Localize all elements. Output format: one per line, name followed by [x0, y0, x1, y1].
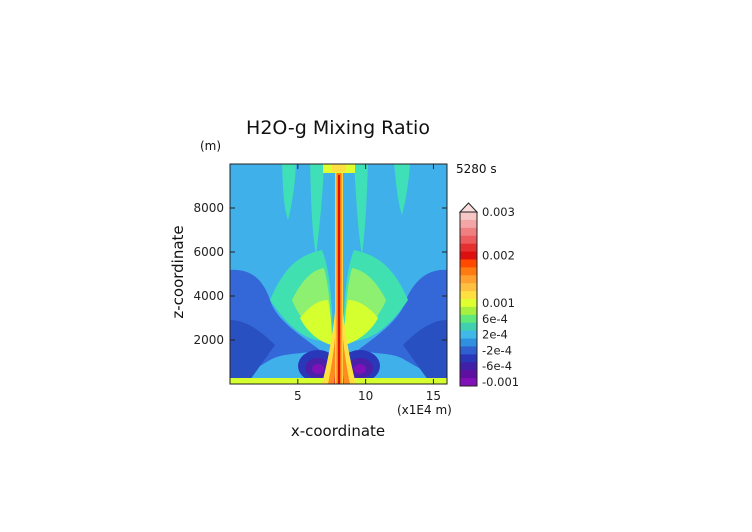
colorbar-segment [460, 338, 477, 347]
colorbar-segment [460, 306, 477, 316]
upper-column-mid-right [354, 164, 368, 255]
colorbar-label: 2e-4 [482, 328, 508, 342]
colorbar-segment [460, 243, 477, 252]
x-tick-label: 5 [294, 389, 302, 403]
heatmap-plot-area [230, 164, 447, 384]
x-tick-label: 10 [358, 389, 373, 403]
colorbar-segment [460, 212, 477, 221]
colorbar-segment [460, 219, 477, 229]
colorbar-segment [460, 362, 477, 371]
x-axis-ticks: 5 10 15 [294, 164, 441, 403]
plot-frame [229, 163, 448, 385]
colorbar-segment [460, 227, 477, 237]
colorbar-segment [460, 314, 477, 324]
colorbar-segment [460, 299, 477, 308]
right-negative-inner [403, 320, 447, 384]
upper-column-mid-left [310, 164, 324, 255]
colorbar-segment [460, 378, 477, 387]
upper-column-left [282, 164, 296, 220]
colorbar-label: -6e-4 [482, 359, 512, 373]
y-tick-label: 4000 [193, 289, 224, 303]
chart-title: H2O-g Mixing Ratio [246, 117, 430, 139]
colorbar-segment [460, 251, 477, 260]
right-wing-yellow [344, 300, 378, 345]
y-tick-label: 6000 [193, 245, 224, 259]
colorbar-segment [460, 354, 477, 363]
colorbar-segment [460, 322, 477, 332]
colorbar-segment [460, 283, 477, 292]
colorbar-label: -0.001 [482, 375, 519, 389]
time-label: 5280 s [456, 162, 497, 176]
upper-column-right [394, 164, 410, 215]
colorbar-segment [460, 267, 477, 276]
colorbar-segment [460, 291, 477, 300]
colorbar: 0.003 0.002 0.001 6e-4 2e-4-2e-4 -6e-4 -0.001 [458, 202, 519, 389]
colorbar-segment [460, 346, 477, 355]
colorbar-label: -2e-4 [482, 343, 512, 357]
x-axis-title: x-coordinate [291, 422, 385, 440]
right-minimum-core [354, 364, 366, 374]
colorbar-label: 0.002 [482, 249, 515, 263]
plume-core [338, 175, 340, 384]
y-tick-label: 8000 [193, 201, 224, 215]
colorbar-segment [460, 275, 477, 284]
left-negative-inner [230, 320, 275, 384]
colorbar-frame [459, 211, 478, 387]
x-tick-label: 15 [426, 389, 441, 403]
colorbar-segment [460, 259, 477, 268]
colorbar-overflow-triangle [458, 202, 479, 213]
y-axis-title: z-coordinate [169, 225, 187, 318]
colorbar-segment [460, 235, 477, 245]
colorbar-segment [460, 330, 477, 339]
y-axis-ticks: 2000 4000 6000 8000 [193, 201, 447, 347]
left-wing-yellow [300, 300, 332, 345]
left-minimum-core [312, 364, 324, 374]
colorbar-label: 0.001 [482, 296, 515, 310]
colorbar-segment [460, 370, 477, 379]
y-tick-label: 2000 [193, 333, 224, 347]
x-unit-label: (x1E4 m) [397, 403, 452, 417]
anvil-cap-core [332, 164, 346, 172]
colorbar-label: 6e-4 [482, 312, 508, 326]
colorbar-label: 0.003 [482, 205, 515, 219]
y-unit-label: (m) [200, 139, 221, 153]
